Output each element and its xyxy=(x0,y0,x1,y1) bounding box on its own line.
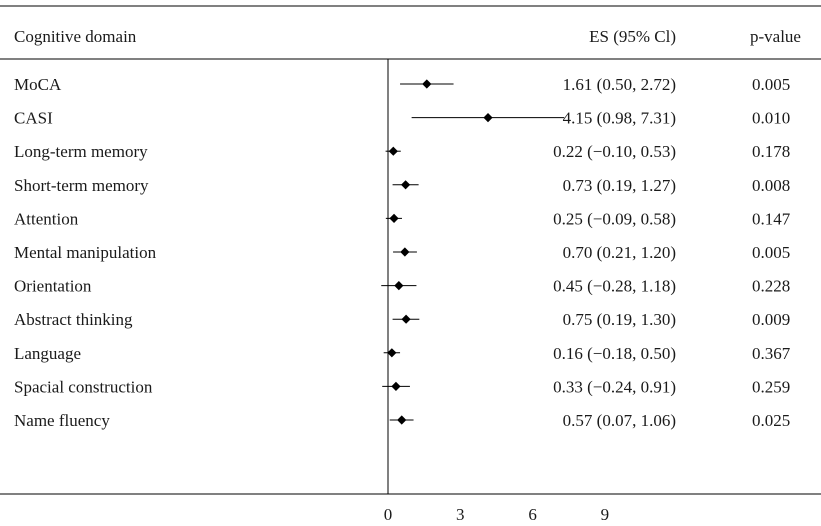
row-es-ci: 0.75 (0.19, 1.30) xyxy=(563,310,676,329)
row-label: Long-term memory xyxy=(14,142,148,161)
row-es-ci: 0.16 (−0.18, 0.50) xyxy=(553,344,676,363)
effect-size-marker xyxy=(397,415,407,425)
row-label: Short-term memory xyxy=(14,176,149,195)
effect-size-marker xyxy=(389,213,399,223)
header-domain: Cognitive domain xyxy=(14,27,137,46)
row-pvalue: 0.367 xyxy=(752,344,791,363)
header-es: ES (95% Cl) xyxy=(589,27,676,46)
x-tick-label: 0 xyxy=(384,505,393,524)
row-pvalue: 0.010 xyxy=(752,109,790,128)
row-es-ci: 0.22 (−0.10, 0.53) xyxy=(553,142,676,161)
row-label: MoCA xyxy=(14,75,62,94)
effect-size-marker xyxy=(388,146,398,156)
row-pvalue: 0.005 xyxy=(752,243,790,262)
row-es-ci: 0.57 (0.07, 1.06) xyxy=(563,411,676,430)
effect-size-marker xyxy=(391,381,401,391)
row-label: Attention xyxy=(14,209,79,228)
row-pvalue: 0.178 xyxy=(752,142,790,161)
row-label: Language xyxy=(14,344,81,363)
row-pvalue: 0.025 xyxy=(752,411,790,430)
effect-size-marker xyxy=(483,113,493,123)
table-row: Mental manipulation 0.70 (0.21, 1.20) 0.00… xyxy=(14,243,790,262)
x-tick-label: 6 xyxy=(528,505,537,524)
row-label: Name fluency xyxy=(14,411,110,430)
row-es-ci: 4.15 (0.98, 7.31) xyxy=(563,109,676,128)
row-label: Abstract thinking xyxy=(14,310,133,329)
table-row: Attention 0.25 (−0.09, 0.58) 0.147 xyxy=(14,209,791,228)
effect-size-marker xyxy=(400,180,411,190)
effect-size-marker xyxy=(401,314,411,324)
row-pvalue: 0.228 xyxy=(752,277,790,296)
row-pvalue: 0.259 xyxy=(752,377,790,396)
row-es-ci: 0.33 (−0.24, 0.91) xyxy=(553,377,676,396)
table-row: CASI 4.15 (0.98, 7.31) 0.010 xyxy=(14,109,790,128)
effect-size-marker xyxy=(394,281,404,291)
row-pvalue: 0.147 xyxy=(752,209,791,228)
row-label: Mental manipulation xyxy=(14,243,157,262)
row-pvalue: 0.005 xyxy=(752,75,790,94)
row-label: Spacial construction xyxy=(14,377,153,396)
x-tick-label: 9 xyxy=(601,505,610,524)
row-label: CASI xyxy=(14,109,53,128)
table-row: Spacial construction 0.33 (−0.24, 0.91) 0.… xyxy=(14,377,790,396)
row-pvalue: 0.008 xyxy=(752,176,790,195)
row-label: Orientation xyxy=(14,277,92,296)
effect-size-marker xyxy=(422,79,432,89)
row-es-ci: 1.61 (0.50, 2.72) xyxy=(563,75,676,94)
effect-size-marker xyxy=(400,247,410,257)
row-es-ci: 0.73 (0.19, 1.27) xyxy=(563,176,676,195)
header-pvalue: p-value xyxy=(750,27,801,46)
row-pvalue: 0.009 xyxy=(752,310,790,329)
x-axis: 0 3 6 9 xyxy=(384,505,609,524)
table-row: Abstract thinking 0.75 (0.19, 1.30) 0.009 xyxy=(14,310,790,329)
header-pvalue-rest: -value xyxy=(759,27,801,46)
row-es-ci: 0.25 (−0.09, 0.58) xyxy=(553,209,676,228)
effect-size-marker xyxy=(387,348,397,358)
table-row: Language 0.16 (−0.18, 0.50) 0.367 xyxy=(14,344,791,363)
table-row: MoCA 1.61 (0.50, 2.72) 0.005 xyxy=(14,75,790,94)
table-row: Orientation 0.45 (−0.28, 1.18) 0.228 xyxy=(14,277,790,296)
table-row: Short-term memory 0.73 (0.19, 1.27) 0.008 xyxy=(14,176,790,195)
row-es-ci: 0.70 (0.21, 1.20) xyxy=(563,243,676,262)
table-row: Long-term memory 0.22 (−0.10, 0.53) 0.178 xyxy=(14,142,790,161)
table-row: Name fluency 0.57 (0.07, 1.06) 0.025 xyxy=(14,411,790,430)
row-es-ci: 0.45 (−0.28, 1.18) xyxy=(553,277,676,296)
header-pvalue-italic: p xyxy=(750,27,759,46)
x-tick-label: 3 xyxy=(456,505,465,524)
rows-layer: MoCA 1.61 (0.50, 2.72) 0.005 CASI 4.15 (0.98… xyxy=(14,75,791,430)
